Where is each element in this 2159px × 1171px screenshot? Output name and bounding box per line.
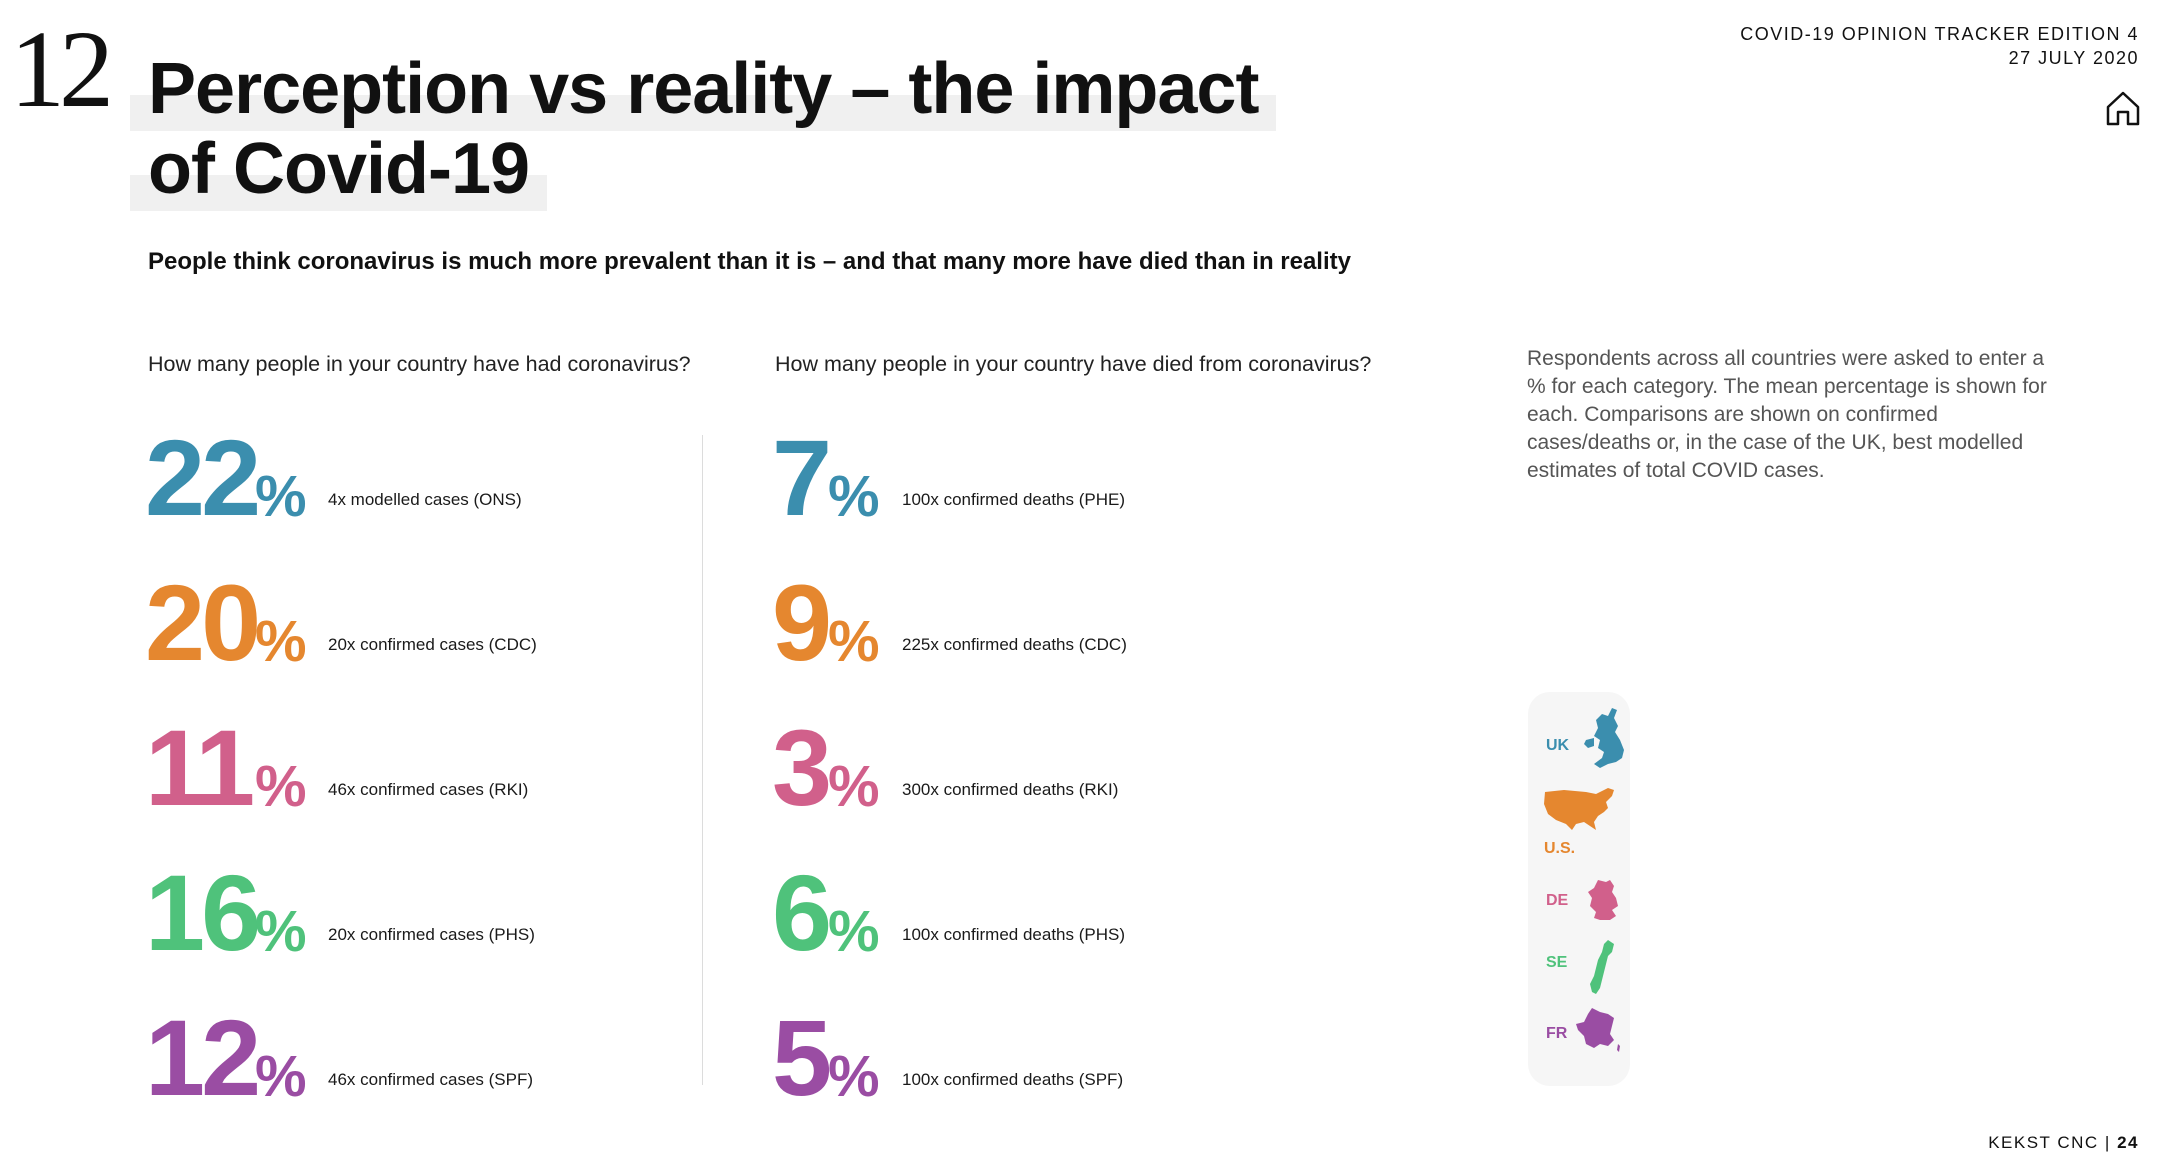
stat-unit: % — [255, 464, 307, 529]
stat-value: 22 — [145, 417, 261, 538]
home-icon[interactable] — [2103, 88, 2143, 128]
stat-note: 46x confirmed cases (SPF) — [328, 1070, 534, 1089]
section-number: 12 — [10, 8, 114, 130]
stat-value: 11 — [145, 707, 255, 828]
stat-unit: % — [828, 609, 880, 674]
footer-separator: | — [2104, 1133, 2111, 1152]
stat-note: 100x confirmed deaths (SPF) — [902, 1070, 1124, 1089]
column-divider — [702, 435, 703, 1085]
stat-note: 100x confirmed deaths (PHS) — [902, 925, 1125, 944]
subtitle: People think coronavirus is much more pr… — [148, 248, 1351, 275]
stat-value: 3 — [772, 707, 832, 828]
stat-value: 9 — [772, 562, 832, 683]
stat-note: 100x confirmed deaths (PHE) — [902, 490, 1125, 509]
france-map-icon — [1576, 1008, 1620, 1052]
stat-value: 20 — [145, 562, 261, 683]
sweden-map-icon — [1590, 940, 1614, 994]
legend-label-de: DE — [1546, 892, 1569, 909]
stat-unit: % — [255, 754, 307, 819]
uk-map-icon — [1584, 708, 1624, 768]
stat-value: 6 — [772, 852, 832, 973]
stat-note: 4x modelled cases (ONS) — [328, 490, 522, 509]
stat-unit: % — [828, 464, 880, 529]
legend-label-se: SE — [1546, 954, 1568, 971]
stat-unit: % — [255, 899, 307, 964]
footer: KEKST CNC | 24 — [1988, 1133, 2139, 1153]
page-title: Perception vs reality – the impact of Co… — [130, 50, 1277, 211]
tracker-header: COVID-19 OPINION TRACKER EDITION 4 27 JU… — [1740, 22, 2139, 70]
stat-note: 300x confirmed deaths (RKI) — [902, 780, 1119, 799]
legend-label-us: U.S. — [1544, 840, 1576, 857]
us-map-icon — [1544, 788, 1614, 830]
stat-unit: % — [255, 1044, 307, 1109]
stat-unit: % — [828, 754, 880, 819]
cases-question: How many people in your country have had… — [148, 352, 691, 376]
germany-map-icon — [1588, 880, 1618, 920]
stat-note: 225x confirmed deaths (CDC) — [902, 635, 1127, 654]
legend-label-uk: UK — [1546, 737, 1570, 754]
stat-note: 20x confirmed cases (CDC) — [328, 635, 537, 654]
methodology-note: Respondents across all countries were as… — [1527, 347, 2047, 482]
stat-unit: % — [828, 899, 880, 964]
stat-value: 7 — [772, 417, 832, 538]
page-number: 24 — [2117, 1133, 2139, 1152]
stat-unit: % — [255, 609, 307, 674]
stat-unit: % — [828, 1044, 880, 1109]
stat-value: 12 — [145, 997, 261, 1118]
title-line-2: of Covid-19 — [130, 130, 548, 211]
stat-value: 16 — [145, 852, 261, 973]
legend-label-fr: FR — [1546, 1025, 1568, 1042]
title-line-1: Perception vs reality – the impact — [130, 50, 1277, 131]
tracker-date: 27 JULY 2020 — [2008, 48, 2139, 68]
country-legend: UK U.S. DE SE FR — [1528, 692, 1630, 1086]
stat-note: 20x confirmed cases (PHS) — [328, 925, 535, 944]
stat-note: 46x confirmed cases (RKI) — [328, 780, 529, 799]
tracker-name: COVID-19 OPINION TRACKER EDITION 4 — [1740, 24, 2139, 44]
stat-value: 5 — [772, 997, 832, 1118]
footer-brand: KEKST CNC — [1988, 1133, 2099, 1152]
deaths-question: How many people in your country have die… — [775, 352, 1372, 376]
